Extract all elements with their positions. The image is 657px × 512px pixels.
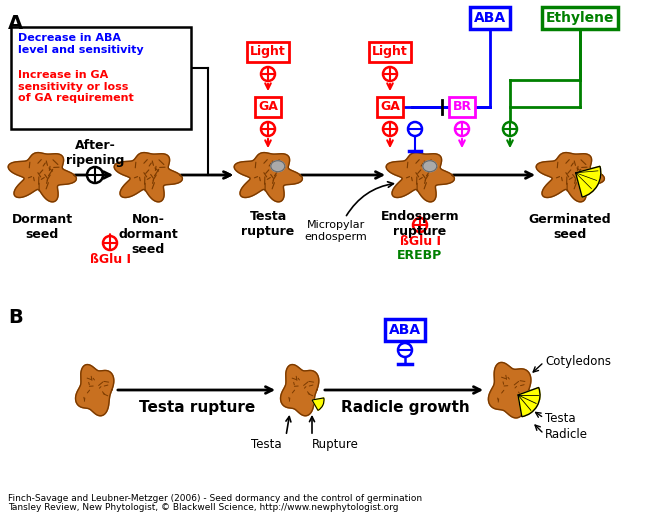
Polygon shape [114, 153, 183, 202]
FancyBboxPatch shape [11, 27, 191, 129]
Circle shape [261, 67, 275, 81]
Ellipse shape [271, 161, 284, 172]
Text: EREBP: EREBP [397, 249, 443, 262]
Text: A: A [8, 14, 23, 33]
Polygon shape [488, 362, 531, 418]
Circle shape [103, 236, 117, 250]
Text: Testa: Testa [545, 412, 576, 424]
Text: Ethylene: Ethylene [546, 11, 614, 25]
Text: Increase in GA
sensitivity or loss
of GA requirement: Increase in GA sensitivity or loss of GA… [18, 70, 134, 103]
Circle shape [408, 122, 422, 136]
Text: Light: Light [250, 46, 286, 58]
Text: Decrease in ABA
level and sensitivity: Decrease in ABA level and sensitivity [18, 33, 144, 55]
Polygon shape [281, 365, 319, 416]
Text: Tansley Review, New Phytologist, © Blackwell Science, http://www.newphytologist.: Tansley Review, New Phytologist, © Black… [8, 503, 399, 512]
Circle shape [261, 122, 275, 136]
Circle shape [383, 67, 397, 81]
Text: Testa rupture: Testa rupture [139, 400, 255, 415]
Text: ABA: ABA [389, 323, 421, 337]
Ellipse shape [423, 161, 437, 172]
Text: B: B [8, 308, 23, 327]
Circle shape [383, 122, 397, 136]
Text: After-
ripening: After- ripening [66, 139, 124, 167]
Circle shape [503, 122, 517, 136]
Text: Endosperm
rupture: Endosperm rupture [380, 210, 459, 238]
Text: BR: BR [453, 100, 472, 114]
Polygon shape [536, 153, 604, 202]
Polygon shape [234, 153, 302, 202]
Text: Rupture: Rupture [312, 438, 359, 451]
Polygon shape [76, 365, 114, 416]
Text: Testa
rupture: Testa rupture [241, 210, 294, 238]
Polygon shape [386, 153, 455, 202]
Text: ABA: ABA [474, 11, 506, 25]
Text: Micropylar
endosperm: Micropylar endosperm [305, 220, 367, 242]
Text: Finch-Savage and Leubner-Metzger (2006) - Seed dormancy and the control of germi: Finch-Savage and Leubner-Metzger (2006) … [8, 494, 422, 503]
Wedge shape [576, 166, 600, 197]
Text: Cotyledons: Cotyledons [545, 355, 611, 369]
Text: GA: GA [380, 100, 400, 114]
Text: Light: Light [372, 46, 408, 58]
Circle shape [398, 343, 412, 357]
Text: ßGlu I: ßGlu I [399, 235, 440, 248]
Wedge shape [312, 398, 324, 411]
Text: Testa: Testa [252, 438, 282, 451]
Text: Radicle growth: Radicle growth [340, 400, 469, 415]
Wedge shape [518, 388, 540, 417]
Text: Radicle: Radicle [545, 428, 588, 440]
Text: GA: GA [258, 100, 278, 114]
Text: Germinated
seed: Germinated seed [529, 213, 611, 241]
Text: Non-
dormant
seed: Non- dormant seed [118, 213, 178, 256]
Text: ßGlu I: ßGlu I [89, 253, 131, 266]
Polygon shape [8, 153, 76, 202]
Circle shape [455, 122, 469, 136]
Text: Dormant
seed: Dormant seed [11, 213, 72, 241]
Circle shape [87, 167, 103, 183]
Circle shape [413, 218, 427, 232]
